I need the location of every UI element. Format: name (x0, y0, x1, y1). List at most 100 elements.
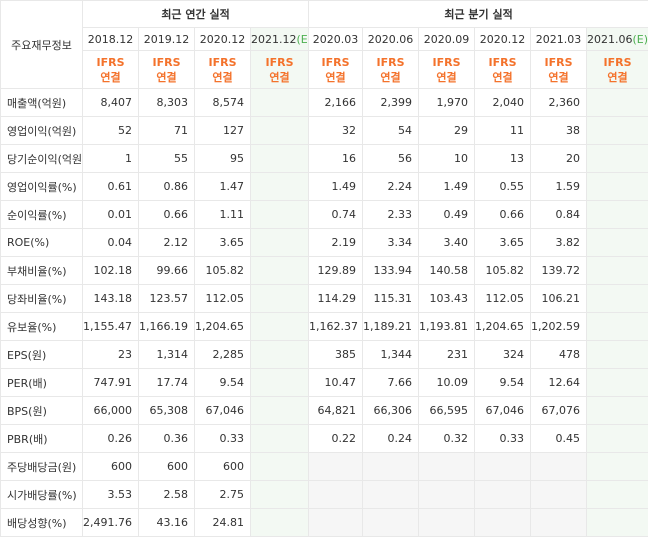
empty-cell (474, 508, 532, 537)
value-cell: 64,821 (308, 396, 364, 425)
value-cell: 3.40 (418, 228, 476, 257)
row-label: 부채비율(%) (0, 256, 83, 285)
data-row: 시가배당률(%) 3.53 2.58 2.75 (0, 480, 648, 509)
value-cell: 0.61 (82, 172, 139, 201)
row-label: 시가배당률(%) (0, 480, 83, 509)
data-row: 당좌비율(%) 143.18 123.57 112.05 114.29 115.31 103… (0, 284, 648, 313)
empty-cell (530, 508, 588, 537)
empty-cell (586, 172, 648, 201)
empty-cell (586, 256, 648, 285)
empty-cell (586, 284, 648, 313)
period: 2021.12 (251, 32, 297, 46)
empty-cell (249, 508, 310, 537)
value-cell: 55 (138, 144, 195, 173)
value-cell: 3.53 (82, 480, 139, 509)
empty-cell (586, 424, 648, 453)
basis: 연결 (548, 70, 569, 84)
standard: IFRS (544, 55, 573, 69)
standard-header: IFRS 연결 (362, 50, 420, 89)
value-cell: 66,000 (82, 396, 139, 425)
value-cell: 3.82 (530, 228, 588, 257)
value-cell: 1,155.47 (82, 312, 139, 341)
period-header: 2020.06 (362, 27, 420, 51)
value-cell: 600 (194, 452, 251, 481)
empty-cell (249, 88, 310, 117)
period-header: 2019.12 (138, 27, 195, 51)
standard: IFRS (432, 55, 461, 69)
basis: 연결 (492, 70, 513, 84)
value-cell: 1,344 (362, 340, 420, 369)
corner-label: 주요재무정보 (0, 0, 83, 89)
period-header: 2020.03 (308, 27, 364, 51)
value-cell: 66,595 (418, 396, 476, 425)
value-cell: 324 (474, 340, 532, 369)
value-cell: 129.89 (308, 256, 364, 285)
value-cell: 1,162.37 (308, 312, 364, 341)
basis: 연결 (269, 70, 290, 84)
basis: 연결 (380, 70, 401, 84)
value-cell: 0.26 (82, 424, 139, 453)
value-cell: 106.21 (530, 284, 588, 313)
value-cell: 8,574 (194, 88, 251, 117)
data-row: 영업이익(억원) 52 71 127 32 54 29 11 38 (0, 116, 648, 145)
basis: 연결 (156, 70, 177, 84)
period: 2020.03 (312, 32, 359, 46)
data-row: 매출액(억원) 8,407 8,303 8,574 2,166 2,399 1,970 2,0… (0, 88, 648, 117)
row-label: BPS(원) (0, 396, 83, 425)
empty-cell (586, 396, 648, 425)
value-cell: 1.49 (418, 172, 476, 201)
value-cell: 2.19 (308, 228, 364, 257)
value-cell: 0.84 (530, 200, 588, 229)
standard-header: IFRS 연결 (308, 50, 364, 89)
empty-cell (586, 480, 648, 509)
empty-cell (586, 340, 648, 369)
value-cell: 3.65 (474, 228, 532, 257)
period: 2020.12 (479, 32, 526, 46)
standard: IFRS (96, 55, 125, 69)
data-row: PER(배) 747.91 17.74 9.54 10.47 7.66 10.09 9.54 1… (0, 368, 648, 397)
value-cell: 95 (194, 144, 251, 173)
value-cell: 123.57 (138, 284, 195, 313)
standard-header: IFRS 연결 (249, 50, 310, 89)
period-header: 2018.12 (82, 27, 139, 51)
estimate-mark: (E) (296, 32, 308, 46)
standard-header: IFRS 연결 (194, 50, 251, 89)
empty-cell (308, 480, 364, 509)
empty-cell (418, 452, 476, 481)
value-cell: 0.49 (418, 200, 476, 229)
empty-cell (249, 452, 310, 481)
value-cell: 2.58 (138, 480, 195, 509)
standard: IFRS (321, 55, 350, 69)
value-cell: 127 (194, 116, 251, 145)
value-cell: 3.34 (362, 228, 420, 257)
standard: IFRS (265, 55, 294, 69)
empty-cell (249, 368, 310, 397)
value-cell: 0.66 (138, 200, 195, 229)
value-cell: 139.72 (530, 256, 588, 285)
value-cell: 105.82 (194, 256, 251, 285)
empty-cell (308, 452, 364, 481)
period-header: 2020.09 (418, 27, 476, 51)
value-cell: 67,076 (530, 396, 588, 425)
row-label: 당좌비율(%) (0, 284, 83, 313)
empty-cell (530, 480, 588, 509)
value-cell: 231 (418, 340, 476, 369)
row-label: 주당배당금(원) (0, 452, 83, 481)
empty-cell (530, 452, 588, 481)
standard-header: IFRS 연결 (474, 50, 532, 89)
empty-cell (362, 452, 420, 481)
value-cell: 8,407 (82, 88, 139, 117)
standard-header: IFRS 연결 (418, 50, 476, 89)
data-row: 당기순이익(억원) 1 55 95 16 56 10 13 20 (0, 144, 648, 173)
value-cell: 115.31 (362, 284, 420, 313)
empty-cell (418, 480, 476, 509)
value-cell: 9.54 (194, 368, 251, 397)
value-cell: 1,314 (138, 340, 195, 369)
data-row: 영업이익률(%) 0.61 0.86 1.47 1.49 2.24 1.49 0.55 1.59 (0, 172, 648, 201)
row-label: 배당성향(%) (0, 508, 83, 537)
value-cell: 1,204.65 (194, 312, 251, 341)
empty-cell (249, 116, 310, 145)
period: 2020.12 (199, 32, 246, 46)
value-cell: 478 (530, 340, 588, 369)
value-cell: 32 (308, 116, 364, 145)
